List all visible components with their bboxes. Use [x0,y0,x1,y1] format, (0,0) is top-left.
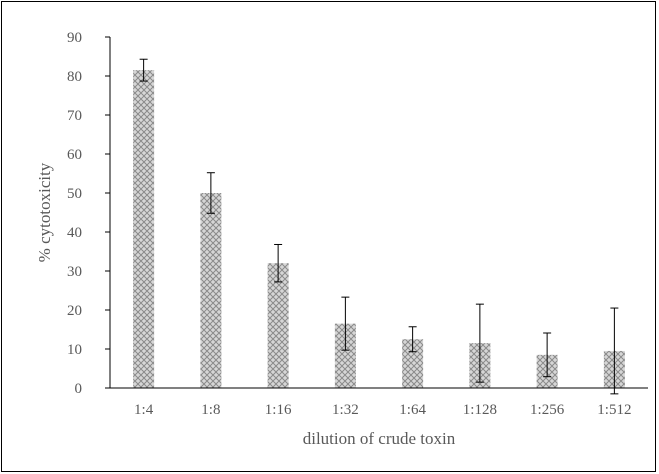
x-tick-label: 1:512 [597,402,631,418]
y-tick-label: 30 [67,264,82,280]
x-tick-label: 1:32 [332,402,359,418]
x-axis-title: dilution of crude toxin [303,429,456,448]
error-bars-layer [139,58,619,395]
bar [267,263,289,388]
x-tick-label: 1:16 [265,402,292,418]
x-tick-label: 1:256 [530,402,565,418]
y-tick-label: 40 [67,225,82,241]
bar [133,70,155,389]
y-tick-label: 80 [67,69,82,85]
x-tick-label: 1:128 [463,402,497,418]
x-tick-label: 1:4 [134,402,154,418]
bar [200,193,222,388]
y-tick-label: 20 [67,303,82,319]
y-axis-title: % cytotoxicity [35,162,54,262]
x-tick-label: 1:8 [201,402,220,418]
y-tick-label: 10 [67,342,82,358]
y-tick-label: 50 [67,186,82,202]
y-tick-label: 0 [75,381,83,397]
y-tick-label: 70 [67,108,82,124]
y-tick-label: 60 [67,147,82,163]
x-tick-label: 1:64 [399,402,426,418]
y-tick-label: 90 [67,30,82,46]
bar [402,339,424,388]
x-axis-ticks: 1:4 1:8 1:16 1:32 1:64 1:128 1:256 1:512 [134,402,631,418]
bar [334,323,356,388]
y-axis-ticks: 0 10 20 30 40 50 60 70 80 90 [67,30,110,397]
bars-layer [133,70,625,389]
